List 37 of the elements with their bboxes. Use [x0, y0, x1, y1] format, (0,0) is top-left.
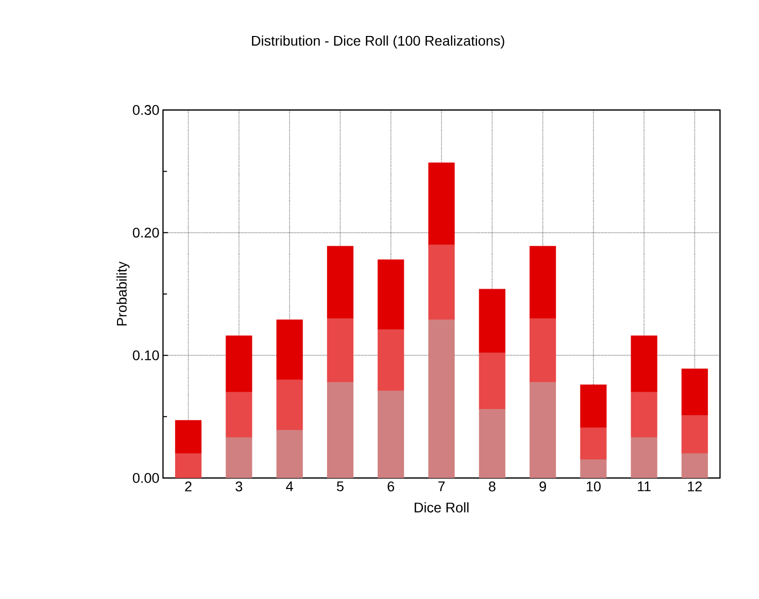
x-axis-title: Dice Roll: [414, 502, 468, 512]
x-tick-label: 6: [388, 482, 394, 492]
bar: [327, 246, 354, 319]
bar: [378, 329, 404, 392]
bar: [478, 288, 506, 354]
bar: [630, 336, 658, 392]
y-tick-label: 0.10: [132, 350, 159, 360]
x-tick-label: 8: [488, 482, 496, 492]
bar: [378, 259, 404, 330]
y-tick-label: 0.00: [132, 473, 159, 483]
bar: [276, 320, 303, 380]
bar: [580, 384, 607, 428]
bar: [226, 392, 252, 438]
bar: [428, 162, 455, 246]
bar: [478, 352, 506, 410]
bar: [175, 420, 202, 454]
bar: [327, 318, 354, 383]
bar: [630, 392, 658, 438]
bar: [276, 380, 303, 430]
chart-title: Distribution - Dice Roll (100 Realizations): [252, 35, 504, 48]
y-tick-label: 0.20: [132, 228, 159, 238]
y-axis-title: Probability: [116, 261, 130, 326]
x-tick-label: 12: [688, 482, 702, 492]
y-tick-label: 0.30: [132, 105, 159, 115]
x-tick-label: 5: [336, 482, 344, 492]
x-tick-label: 10: [586, 482, 601, 492]
bar: [226, 336, 252, 392]
x-tick-label: 4: [286, 482, 294, 492]
x-tick-label: 3: [236, 482, 242, 492]
bar: [530, 246, 556, 319]
bar: [530, 318, 556, 383]
x-tick-label: 9: [540, 482, 546, 492]
x-tick-label: 11: [638, 482, 651, 492]
x-tick-label: 2: [185, 482, 192, 492]
x-tick-label: 7: [438, 482, 445, 492]
bar: [681, 368, 708, 416]
bar: [580, 428, 607, 460]
